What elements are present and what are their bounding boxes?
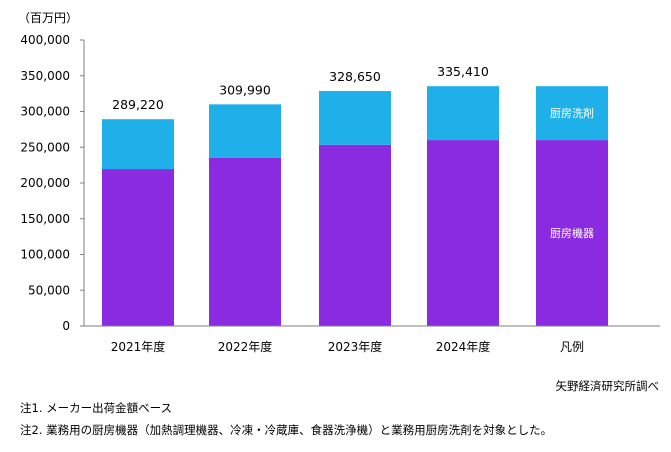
x-tick-label: 2021年度: [111, 339, 166, 354]
stacked-bar-chart: （百万円） 0 50,000 100,000 150,000 200,000 250,00…: [18, 11, 660, 354]
total-value-label: 335,410: [437, 64, 489, 79]
y-axis-unit-label: （百万円）: [18, 11, 78, 25]
total-value-label: 289,220: [112, 97, 164, 112]
x-tick-label: 2022年度: [218, 339, 273, 354]
x-tick-label: 2023年度: [328, 339, 383, 354]
x-axis: 2021年度 2022年度 2023年度 2024年度 凡例: [84, 325, 660, 354]
y-axis: 0 50,000 100,000 150,000 200,000 250,000 300,0…: [20, 33, 85, 333]
x-tick-label: 2024年度: [436, 339, 491, 354]
bar-kitchen-equipment: [102, 169, 174, 326]
legend-swatch-kitchen-detergent: [536, 86, 608, 141]
y-tick-label: 200,000: [20, 176, 70, 190]
y-tick-label: 300,000: [20, 105, 70, 119]
bar-kitchen-detergent: [102, 119, 174, 170]
bar-kitchen-detergent: [209, 104, 281, 158]
y-tick-label: 400,000: [20, 33, 70, 47]
bars-group: 289,220 309,990 328,650 335,410 厨房機器 厨房洗剤: [102, 64, 608, 326]
legend-swatch-kitchen-equipment: [536, 140, 608, 326]
bar-kitchen-equipment: [319, 144, 391, 326]
source-credit: 矢野経済研究所調べ: [555, 379, 660, 393]
total-value-label: 328,650: [329, 69, 381, 84]
y-tick-label: 150,000: [20, 212, 70, 226]
footnote-2: 注2. 業務用の厨房機器（加熱調理機器、冷凍・冷蔵庫、食器洗浄機）と業務用厨房洗…: [20, 423, 553, 437]
legend-category-label: 凡例: [560, 340, 584, 354]
bar-kitchen-equipment: [427, 140, 499, 326]
y-tick-label: 50,000: [28, 283, 70, 297]
bar-kitchen-detergent: [319, 91, 391, 145]
legend-label-kitchen-detergent: 厨房洗剤: [550, 106, 594, 120]
legend-label-kitchen-equipment: 厨房機器: [550, 226, 594, 240]
total-value-label: 309,990: [219, 82, 271, 97]
y-tick-label: 350,000: [20, 69, 70, 83]
bar-kitchen-detergent: [427, 86, 499, 141]
bar-kitchen-equipment: [209, 157, 281, 326]
y-tick-label: 100,000: [20, 248, 70, 262]
y-tick-label: 250,000: [20, 140, 70, 154]
footnote-1: 注1. メーカー出荷金額ベース: [20, 401, 173, 415]
y-tick-label: 0: [62, 319, 70, 333]
